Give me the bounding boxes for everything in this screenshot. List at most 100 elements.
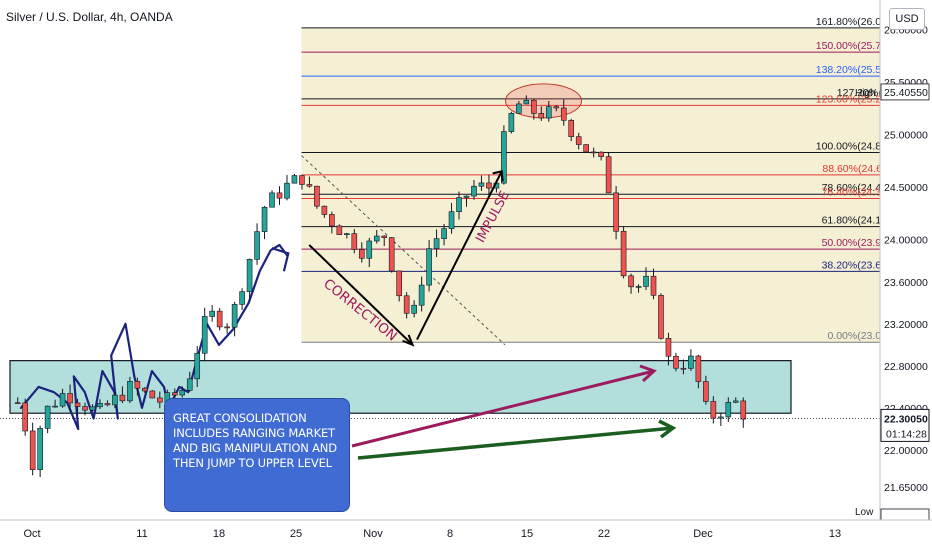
price-tick-label: 24.00000	[884, 235, 928, 247]
candle-body	[97, 403, 103, 408]
current-price-value: 22.30050	[884, 413, 928, 425]
candle-body	[149, 390, 156, 399]
price-tick-label: 23.20000	[884, 319, 928, 331]
time-tick-label: 18	[213, 528, 225, 540]
candle-body	[658, 294, 664, 339]
candle-body	[134, 381, 141, 389]
low-marker-box	[880, 508, 930, 521]
candle-body	[680, 367, 687, 370]
time-tick-label: Nov	[363, 528, 383, 540]
candle-body	[732, 400, 739, 403]
price-tick-label: 24.50000	[884, 182, 928, 194]
candle-body	[478, 182, 485, 187]
candle-body	[142, 387, 148, 392]
candle-body	[486, 182, 492, 189]
candle-body	[545, 106, 552, 119]
time-tick-label: 22	[598, 528, 610, 540]
high-marker-value: 25.40550	[884, 87, 928, 99]
time-tick-label: 11	[136, 528, 147, 540]
candle-body	[381, 235, 388, 238]
candles-layer	[14, 95, 747, 478]
candle-body	[695, 355, 702, 382]
candle-body	[635, 286, 642, 288]
consolidation-note: GREAT CONSOLIDATION INCLUDES RANGING MAR…	[164, 398, 350, 512]
candle-body	[321, 205, 328, 215]
candle-body	[209, 310, 215, 317]
candle-body	[516, 103, 522, 114]
candle-body	[471, 185, 477, 197]
candle-body	[418, 284, 425, 306]
candle-body	[299, 175, 305, 185]
time-tick-label: Dec	[693, 528, 713, 540]
candle-body	[314, 185, 320, 207]
manipulation-arrowhead	[639, 364, 657, 383]
correction-trend-line	[301, 155, 506, 346]
current-price-timer: 01:14:28	[886, 428, 927, 440]
manipulation-arrow	[351, 369, 655, 448]
candle-body	[740, 400, 747, 420]
candle-body	[531, 99, 537, 114]
candle-body	[673, 355, 679, 369]
price-tick-label: 22.00000	[884, 445, 928, 457]
candle-body	[119, 394, 126, 402]
candle-body	[254, 231, 260, 260]
impulse-arrowhead	[492, 170, 504, 182]
candle-body	[388, 237, 395, 272]
candle-body	[67, 393, 73, 404]
candle-body	[613, 192, 619, 232]
candle-body	[246, 259, 253, 292]
candle-body	[643, 275, 649, 287]
candle-body	[261, 206, 268, 232]
candle-body	[59, 393, 66, 407]
time-tick-label: 13	[829, 528, 841, 540]
candle-body	[725, 401, 732, 418]
candle-body	[411, 304, 417, 314]
low-marker-label: Low	[855, 507, 874, 518]
candle-body	[538, 113, 545, 119]
candle-body	[553, 106, 560, 109]
candle-body	[575, 136, 582, 145]
candle-body	[14, 402, 21, 404]
candle-body	[291, 175, 298, 184]
price-tick-label: 21.65000	[884, 482, 928, 494]
candle-body	[52, 405, 58, 408]
jump-arrowhead	[658, 419, 677, 439]
cycle-arrowhead	[271, 247, 290, 272]
time-tick-label: Oct	[23, 528, 40, 540]
candle-body	[201, 316, 208, 354]
candle-body	[403, 295, 410, 314]
candle-body	[665, 338, 672, 357]
candle-body	[590, 151, 597, 154]
price-tick-label: 25.00000	[884, 130, 928, 142]
candle-body	[269, 192, 275, 208]
candle-body	[276, 192, 283, 199]
candle-body	[583, 144, 589, 153]
candle-body	[216, 310, 223, 328]
candle-body	[351, 233, 358, 250]
cycle-scribble	[19, 243, 289, 431]
price-tick-label: 23.60000	[884, 277, 928, 289]
candle-body	[186, 378, 193, 391]
candle-body	[463, 195, 470, 198]
current-price-tag	[880, 408, 930, 442]
chart-title: Silver / U.S. Dollar, 4h, OANDA	[6, 10, 173, 24]
candle-body	[373, 235, 380, 242]
candle-body	[718, 416, 724, 419]
candle-body	[179, 390, 186, 396]
candle-body	[127, 381, 133, 402]
jump-arrow	[357, 426, 674, 460]
candle-body	[194, 352, 201, 380]
candle-body	[710, 401, 717, 419]
high-marker-label: High	[855, 88, 876, 99]
candle-body	[650, 275, 657, 296]
candle-body	[560, 107, 567, 121]
correction-arrowhead	[402, 334, 415, 347]
candle-body	[396, 270, 402, 297]
currency-button[interactable]: USD	[889, 8, 925, 30]
candle-body	[44, 405, 51, 429]
candle-body	[433, 238, 440, 249]
correction-arrow	[308, 244, 414, 346]
